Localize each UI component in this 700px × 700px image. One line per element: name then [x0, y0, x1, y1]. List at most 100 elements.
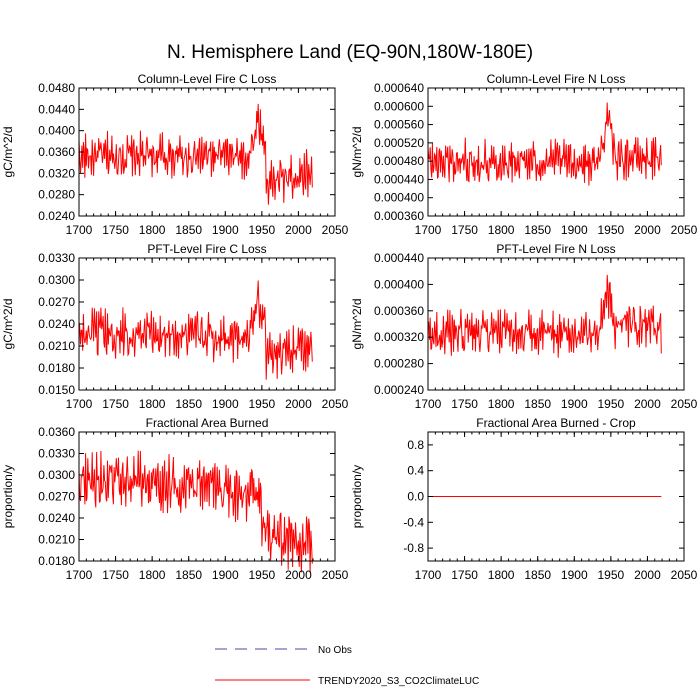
y-tick-label: 0.0280 [38, 188, 75, 202]
series-line [78, 103, 313, 205]
x-tick-label: 1800 [488, 397, 515, 411]
x-tick-label: 1950 [249, 223, 276, 237]
x-tick-label: 1800 [139, 223, 166, 237]
legend: No Obs TRENDY2020_S3_CO2ClimateLUC [215, 645, 479, 687]
y-tick-label: 0.8 [407, 438, 424, 452]
y-tick-label: 0.0360 [38, 145, 75, 159]
y-tick-label: 0.0 [407, 490, 424, 504]
plot-frame [427, 87, 685, 217]
y-tick-label: 0.000320 [374, 330, 424, 344]
y-tick-label: 0.000440 [374, 251, 424, 265]
y-tick-label: 0.000440 [374, 172, 424, 186]
y-axis-label: gC/m^2/d [1, 127, 15, 178]
x-tick-label: 1850 [524, 223, 551, 237]
panel-3: PFT-Level Fire C Loss gC/m^2/d 1700 1750 180… [1, 242, 349, 411]
x-tick-label: 1800 [139, 568, 166, 582]
y-axis-label: proportion/y [350, 465, 364, 528]
panel-title: Column-Level Fire C Loss [138, 72, 277, 86]
y-tick-label: 0.0330 [38, 447, 75, 461]
y-tick-label: 0.0330 [38, 251, 75, 265]
x-tick-label: 1700 [415, 397, 442, 411]
y-tick-label: 0.0300 [38, 273, 75, 287]
x-tick-label: 2000 [285, 397, 312, 411]
y-tick-label: 0.0240 [38, 511, 75, 525]
series-line [427, 102, 662, 186]
y-axis-label: gC/m^2/d [1, 299, 15, 350]
series-line [427, 274, 662, 358]
x-tick-label: 1900 [561, 397, 588, 411]
y-tick-label: 0.0480 [38, 81, 75, 95]
x-tick-label: 2000 [285, 568, 312, 582]
x-tick-label: 2000 [634, 568, 661, 582]
x-tick-label: 1700 [66, 397, 93, 411]
x-tick-label: 1800 [139, 397, 166, 411]
x-tick-label: 1950 [598, 397, 625, 411]
y-axis-label: proportion/y [1, 465, 15, 528]
y-tick-label: 0.000360 [374, 209, 424, 223]
x-tick-label: 1750 [102, 568, 129, 582]
x-tick-label: 1800 [488, 568, 515, 582]
y-tick-label: 0.0270 [38, 490, 75, 504]
legend-label-no-obs: No Obs [318, 645, 352, 656]
x-tick-label: 2050 [671, 397, 698, 411]
y-tick-label: 0.000240 [374, 383, 424, 397]
y-tick-label: 0.0180 [38, 361, 75, 375]
x-tick-label: 2050 [671, 568, 698, 582]
x-tick-label: 2000 [634, 223, 661, 237]
panel-title: Fractional Area Burned - Crop [476, 416, 636, 430]
x-tick-label: 1750 [451, 397, 478, 411]
plot-frame [427, 257, 685, 391]
y-tick-label: 0.0270 [38, 295, 75, 309]
y-tick-label: 0.000480 [374, 154, 424, 168]
x-tick-label: 1750 [102, 223, 129, 237]
x-tick-label: 1700 [66, 568, 93, 582]
panel-1: Column-Level Fire C Loss gC/m^2/d 1700 1750… [1, 72, 349, 237]
x-tick-label: 1950 [598, 223, 625, 237]
y-tick-label: 0.000640 [374, 81, 424, 95]
x-tick-label: 1950 [249, 568, 276, 582]
x-tick-label: 1750 [451, 223, 478, 237]
y-tick-label: 0.0360 [38, 425, 75, 439]
y-tick-label: 0.0240 [38, 317, 75, 331]
panel-5: Fractional Area Burned proportion/y 1700 17… [1, 416, 349, 582]
x-tick-label: 1850 [524, 568, 551, 582]
panel-title: Column-Level Fire N Loss [487, 72, 626, 86]
y-tick-label: 0.000400 [374, 191, 424, 205]
x-tick-label: 1800 [488, 223, 515, 237]
y-tick-label: 0.0320 [38, 166, 75, 180]
y-tick-label: 0.4 [407, 464, 424, 478]
x-tick-label: 1850 [524, 397, 551, 411]
y-axis-label: gN/m^2/d [350, 299, 364, 350]
y-tick-label: 0.0210 [38, 339, 75, 353]
y-tick-label: 0.000360 [374, 304, 424, 318]
panel-6: Fractional Area Burned - Crop proportion/… [350, 416, 698, 582]
x-tick-label: 1850 [175, 223, 202, 237]
y-tick-label: 0.000280 [374, 357, 424, 371]
x-tick-label: 1850 [175, 397, 202, 411]
x-tick-label: 2050 [322, 397, 349, 411]
y-tick-label: -0.8 [403, 541, 424, 555]
x-tick-label: 2000 [634, 397, 661, 411]
plot-frame [78, 257, 336, 391]
y-tick-label: 0.000560 [374, 118, 424, 132]
y-tick-label: 0.0150 [38, 383, 75, 397]
x-tick-label: 1700 [66, 223, 93, 237]
legend-label-trendy: TRENDY2020_S3_CO2ClimateLUC [318, 676, 479, 687]
panels-group: Column-Level Fire C Loss gC/m^2/d 1700 1750… [1, 72, 698, 582]
y-tick-label: -0.4 [403, 515, 424, 529]
y-tick-label: 0.0180 [38, 554, 75, 568]
x-tick-label: 1950 [598, 568, 625, 582]
panel-title: PFT-Level Fire C Loss [147, 242, 266, 256]
y-tick-label: 0.0300 [38, 468, 75, 482]
y-axis-label: gN/m^2/d [350, 127, 364, 178]
panel-4: PFT-Level Fire N Loss gN/m^2/d 1700 1750 180… [350, 242, 698, 411]
x-tick-label: 2050 [671, 223, 698, 237]
x-tick-label: 1850 [175, 568, 202, 582]
x-tick-label: 1900 [561, 223, 588, 237]
y-tick-label: 0.0210 [38, 533, 75, 547]
x-tick-label: 1750 [451, 568, 478, 582]
y-tick-label: 0.0440 [38, 102, 75, 116]
y-tick-label: 0.0400 [38, 124, 75, 138]
x-tick-label: 1900 [212, 223, 239, 237]
